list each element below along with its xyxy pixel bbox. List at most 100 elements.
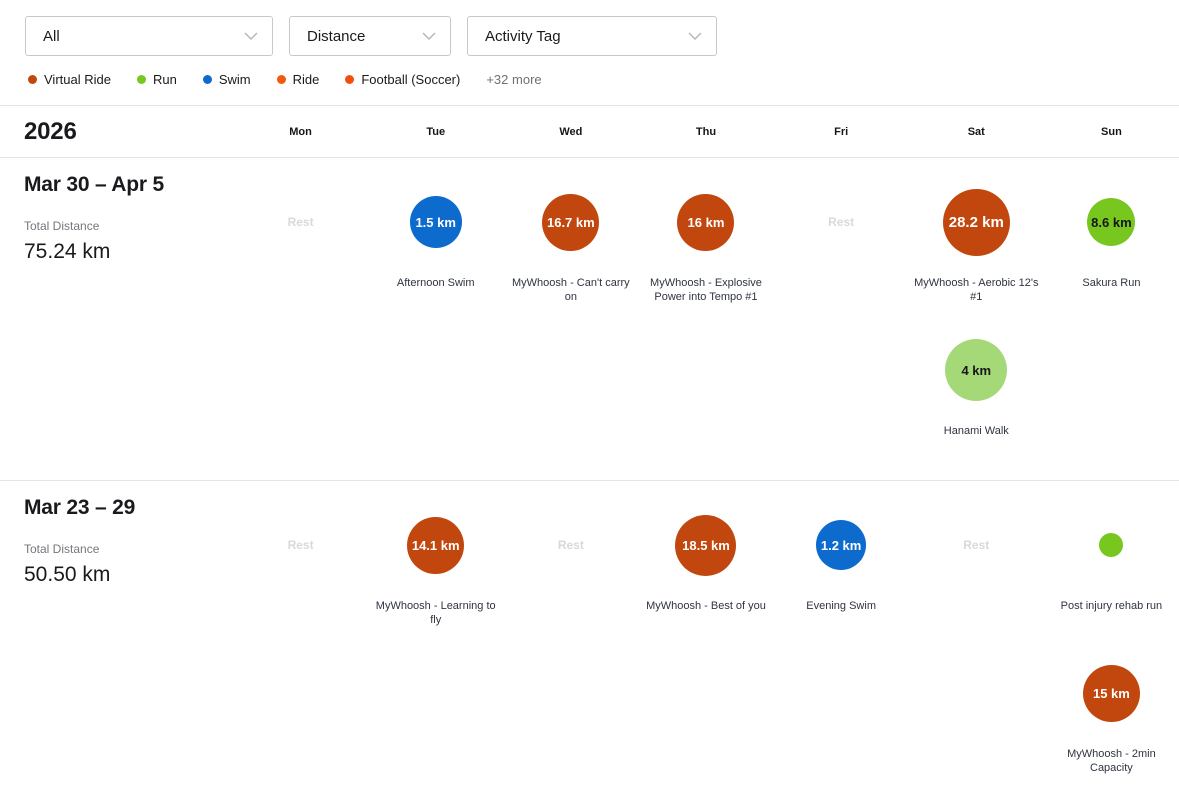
week-section-mar-23-29: Mar 23 – 29 Total Distance 50.50 km Rest 14.… xyxy=(0,481,1179,797)
activity-title[interactable]: Sakura Run xyxy=(1082,277,1141,289)
bubble-slot: 16 km xyxy=(677,182,735,262)
weeks-list: Mar 30 – Apr 5 Total Distance 75.24 km Rest… xyxy=(0,158,1179,797)
activity-title[interactable]: Hanami Walk xyxy=(943,425,1009,437)
activity-bubble[interactable]: 4 km xyxy=(945,339,1008,401)
activity-title[interactable]: MyWhoosh - 2min Capacity xyxy=(1067,748,1156,775)
activity-bubble[interactable]: 18.5 km xyxy=(675,514,737,576)
week-row: Rest 14.1 km MyWhoosh - Learning to fly Res… xyxy=(233,481,1179,629)
day-cell xyxy=(638,330,773,454)
bubble-slot: 1.2 km xyxy=(816,505,867,585)
week-title: Mar 30 – Apr 5 xyxy=(24,173,164,196)
day-cell xyxy=(1044,330,1179,454)
day-cell: 4 km Hanami Walk xyxy=(909,330,1044,454)
legend-item-football-soccer[interactable]: Football (Soccer) xyxy=(345,72,460,87)
week-row: 15 km MyWhoosh - 2min Capacity xyxy=(233,629,1179,777)
day-cell xyxy=(774,330,909,454)
rest-label: Rest xyxy=(557,538,584,552)
activity-distance: 28.2 km xyxy=(948,213,1004,231)
activity-title[interactable]: MyWhoosh - Aerobic 12's #1 xyxy=(914,277,1039,304)
activity-distance: 1.5 km xyxy=(415,214,456,230)
day-cell: 28.2 km MyWhoosh - Aerobic 12's #1 xyxy=(909,182,1044,306)
day-header-fri: Fri xyxy=(834,125,849,138)
activity-bubble[interactable]: 1.2 km xyxy=(816,520,867,570)
day-cell: 14.1 km MyWhoosh - Learning to fly xyxy=(368,505,503,629)
activity-distance: 14.1 km xyxy=(411,537,460,553)
activity-title[interactable]: MyWhoosh - Learning to fly xyxy=(375,600,496,627)
week-days: Rest 14.1 km MyWhoosh - Learning to fly Res… xyxy=(233,481,1179,777)
week-days: Rest 1.5 km Afternoon Swim 16.7 km MyWhoosh … xyxy=(233,158,1179,454)
chevron-down-icon xyxy=(688,32,702,40)
activity-distance: 1.2 km xyxy=(820,537,862,553)
week-stats: Total Distance 50.50 km xyxy=(24,542,233,587)
day-cell: 16.7 km MyWhoosh - Can't carry on xyxy=(503,182,638,306)
activity-distance: 16.7 km xyxy=(546,214,595,230)
day-cell: Rest xyxy=(233,505,368,629)
football-soccer-dot-icon xyxy=(345,75,355,84)
day-cell: 15 km MyWhoosh - 2min Capacity xyxy=(1044,653,1179,777)
bubble-slot: Rest xyxy=(963,505,989,585)
week-summary: Mar 30 – Apr 5 Total Distance 75.24 km xyxy=(0,158,233,454)
swim-dot-icon xyxy=(202,75,212,84)
bubble-slot: 14.1 km xyxy=(407,505,465,585)
activity-distance: 16 km xyxy=(687,214,725,230)
total-distance-label: Total Distance xyxy=(24,542,100,556)
legend-item-label: Swim xyxy=(218,72,251,87)
day-cell: Post injury rehab run xyxy=(1044,505,1179,629)
metric-dropdown[interactable]: Distance xyxy=(289,16,451,56)
legend-item-run[interactable]: Run xyxy=(136,72,177,87)
activity-title[interactable]: MyWhoosh - Explosive Power into Tempo #1 xyxy=(650,277,762,304)
week-stats: Total Distance 75.24 km xyxy=(24,219,233,264)
activity-bubble[interactable]: 8.6 km xyxy=(1087,198,1136,246)
day-cell: 16 km MyWhoosh - Explosive Power into Tem… xyxy=(638,182,773,306)
sport-type-dropdown[interactable]: All xyxy=(25,16,273,56)
legend-item-ride[interactable]: Ride xyxy=(276,72,319,87)
day-cell: 1.5 km Afternoon Swim xyxy=(368,182,503,306)
activity-title[interactable]: Evening Swim xyxy=(806,600,876,612)
bubble-slot: Rest xyxy=(288,182,314,262)
week-row: 4 km Hanami Walk xyxy=(233,306,1179,454)
ride-dot-icon xyxy=(276,75,286,84)
sport-type-dropdown-value: All xyxy=(43,27,60,45)
week-section-mar-30-apr-5: Mar 30 – Apr 5 Total Distance 75.24 km Rest… xyxy=(0,158,1179,481)
day-cell xyxy=(368,653,503,777)
day-cell: Rest xyxy=(503,505,638,629)
day-cell xyxy=(638,653,773,777)
day-cell: 18.5 km MyWhoosh - Best of you xyxy=(638,505,773,629)
activity-bubble[interactable] xyxy=(1099,533,1124,557)
activity-bubble[interactable]: 28.2 km xyxy=(942,188,1010,256)
calendar-header: 2026 Mon Tue Wed Thu Fri Sat Sun xyxy=(0,105,1179,158)
bubble-slot: 15 km xyxy=(1082,653,1140,733)
day-cell xyxy=(503,330,638,454)
activity-bubble[interactable]: 15 km xyxy=(1082,664,1140,722)
activity-bubble[interactable]: 1.5 km xyxy=(409,196,462,248)
bubble-slot: 1.5 km xyxy=(409,182,462,262)
total-distance-label: Total Distance xyxy=(24,219,100,233)
legend-item-virtual-ride[interactable]: Virtual Ride xyxy=(28,72,111,87)
day-cell xyxy=(233,330,368,454)
activity-bubble[interactable]: 16.7 km xyxy=(542,193,600,251)
activity-bubble[interactable]: 16 km xyxy=(677,193,735,251)
activity-tag-dropdown[interactable]: Activity Tag xyxy=(467,16,717,56)
legend-item-label: Run xyxy=(152,72,177,87)
activity-title[interactable]: Afternoon Swim xyxy=(396,277,475,289)
legend-item-label: Virtual Ride xyxy=(44,72,111,87)
legend-item-swim[interactable]: Swim xyxy=(202,72,251,87)
filter-bar: All Distance Activity Tag xyxy=(0,0,1179,56)
activity-bubble[interactable]: 14.1 km xyxy=(407,516,465,574)
day-header-thu: Thu xyxy=(695,125,717,138)
bubble-slot: Rest xyxy=(288,505,314,585)
legend-more-link[interactable]: +32 more xyxy=(486,72,542,87)
rest-label: Rest xyxy=(828,215,855,229)
activity-distance: 18.5 km xyxy=(682,537,730,553)
legend-items: Virtual Ride Run Swim Ride Football (Soccer) xyxy=(28,72,486,87)
bubble-slot xyxy=(1099,505,1124,585)
year-label: 2026 xyxy=(24,117,77,145)
bubble-slot: 18.5 km xyxy=(675,505,737,585)
day-cell xyxy=(503,653,638,777)
week-summary: Mar 23 – 29 Total Distance 50.50 km xyxy=(0,481,233,777)
activity-title[interactable]: MyWhoosh - Best of you xyxy=(646,600,766,612)
activity-title[interactable]: Post injury rehab run xyxy=(1060,600,1163,612)
activity-title[interactable]: MyWhoosh - Can't carry on xyxy=(512,277,630,304)
day-cell: 8.6 km Sakura Run xyxy=(1044,182,1179,306)
day-header-wed: Wed xyxy=(559,125,583,138)
